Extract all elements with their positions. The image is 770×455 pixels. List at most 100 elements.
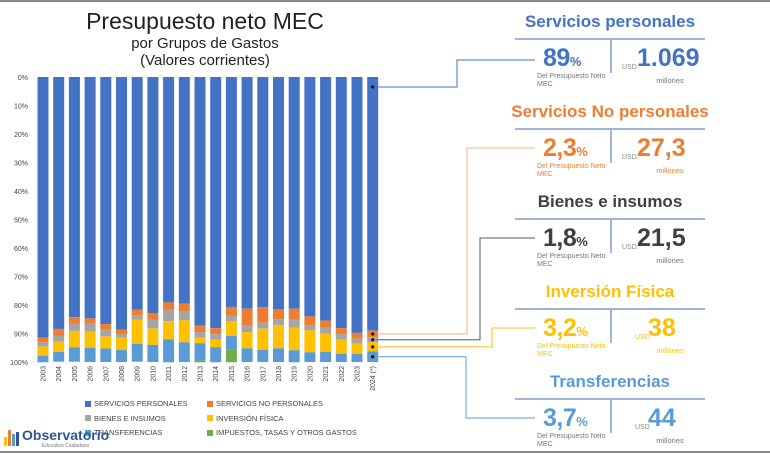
marker-dot — [371, 355, 375, 359]
bar-segment — [210, 339, 222, 348]
bar-segment — [178, 77, 190, 304]
y-tick-label: 10% — [14, 104, 28, 111]
bar-segment — [68, 317, 80, 324]
y-tick-label: 90% — [14, 332, 28, 339]
divider — [610, 129, 612, 163]
y-tick-label: 60% — [14, 246, 28, 253]
bar-segment — [163, 339, 175, 363]
bar-segment — [351, 338, 363, 344]
bar-segment — [147, 319, 159, 329]
bar-segment — [225, 315, 237, 321]
percent-value: 2,3% — [543, 134, 588, 163]
marker-dot — [371, 345, 375, 349]
bar-segment — [147, 77, 159, 313]
percent-sign: % — [576, 234, 588, 249]
chart-subtitle-2: (Valores corrientes) — [140, 52, 270, 69]
marker-dot — [371, 332, 375, 336]
y-tick-label: 40% — [14, 189, 28, 196]
x-tick-label: 2008 — [119, 366, 126, 382]
x-tick-label: 2019 — [292, 366, 299, 382]
percent-caption: Del Presupuesto Neto MEC — [537, 73, 606, 88]
divider — [610, 399, 612, 433]
bar-segment — [37, 346, 49, 356]
chart-title: Presupuesto neto MEC — [86, 8, 324, 34]
bar-segment — [351, 343, 363, 355]
logo-subtitle: Educativo Ciudadano — [41, 443, 90, 449]
bar-segment — [194, 360, 206, 363]
bar-segment — [335, 328, 347, 335]
percent-caption: Del Presupuesto Neto MEC — [537, 163, 606, 178]
legend-label: SERVICIOS NO PERSONALES — [216, 399, 323, 408]
legend-item: IMPUESTOS, TASAS Y OTROS GASTOS — [207, 428, 357, 437]
bar-segment — [116, 329, 127, 335]
bar-segment — [178, 320, 190, 343]
logo: Observatorio Educativo Ciudadano — [4, 428, 109, 449]
bar-segment — [116, 337, 127, 351]
bar-segment — [320, 333, 332, 352]
bar-segment — [84, 323, 96, 332]
legend-label: IMPUESTOS, TASAS Y OTROS GASTOS — [216, 428, 357, 437]
x-tick-label: 2023 — [355, 366, 362, 382]
x-tick-label: 2022 — [339, 366, 346, 382]
legend-swatch — [207, 415, 213, 421]
bar-segment — [351, 332, 363, 339]
bar-segment — [131, 77, 143, 310]
percent-value: 3,7% — [543, 404, 588, 433]
bar-segment — [335, 339, 347, 354]
bar-segment — [210, 77, 222, 329]
legend-item: BIENES E INSUMOS — [85, 414, 166, 423]
bar-segment — [53, 77, 65, 329]
currency-label: USD — [635, 334, 650, 341]
bar-segment — [163, 309, 175, 322]
x-tick-label: 2015 — [229, 366, 236, 382]
bar-segment — [210, 334, 222, 340]
bar-segment — [68, 347, 80, 362]
bar-segment — [163, 77, 175, 303]
legend-label: INVERSIÓN FÍSICA — [216, 413, 284, 423]
bar-segment — [147, 344, 159, 362]
bar-segment — [210, 347, 222, 363]
bar-segment — [225, 336, 237, 350]
divider — [515, 308, 705, 310]
x-tick-label: 2011 — [166, 366, 173, 381]
percent-sign: % — [569, 54, 582, 69]
bar-segment — [225, 320, 237, 337]
y-tick-label: 30% — [14, 161, 28, 168]
bar-segment — [100, 324, 112, 330]
x-tick-label: 2017 — [260, 366, 267, 382]
amount-unit: millones — [656, 166, 684, 175]
marker-dot — [371, 338, 375, 342]
bar-segment — [100, 348, 112, 362]
bar-segment — [335, 353, 347, 362]
bar-segment — [335, 334, 347, 340]
percent-value: 89% — [543, 44, 581, 73]
bar-segment — [288, 350, 300, 363]
y-tick-label: 0% — [18, 75, 28, 82]
divider — [515, 38, 705, 40]
bar-segment — [335, 77, 347, 329]
bar-segment — [116, 334, 127, 338]
logo-name: Observatorio — [22, 427, 110, 443]
percent-sign: % — [576, 414, 588, 429]
x-tick-label: 2009 — [135, 366, 142, 382]
bar-segment — [257, 322, 269, 329]
bar-segment — [116, 77, 127, 330]
x-tick-label: 2013 — [198, 366, 205, 382]
bar-segment — [84, 77, 96, 319]
percent-number: 89 — [543, 44, 570, 72]
bar-segment — [84, 331, 96, 348]
bar-segment — [273, 325, 284, 349]
bar-segment — [194, 77, 206, 326]
divider — [515, 218, 705, 220]
divider — [515, 398, 705, 400]
bar-segment — [257, 307, 269, 323]
percent-caption: Del Presupuesto Neto MEC — [537, 433, 606, 448]
percent-caption: Del Presupuesto Neto MEC — [537, 343, 606, 358]
bar-segment — [257, 77, 269, 308]
bar-segment — [147, 312, 159, 320]
x-tick-label: 2012 — [182, 366, 189, 382]
bar-segment — [53, 335, 65, 342]
amount-unit: millones — [656, 256, 684, 265]
bottom-border — [0, 451, 770, 453]
